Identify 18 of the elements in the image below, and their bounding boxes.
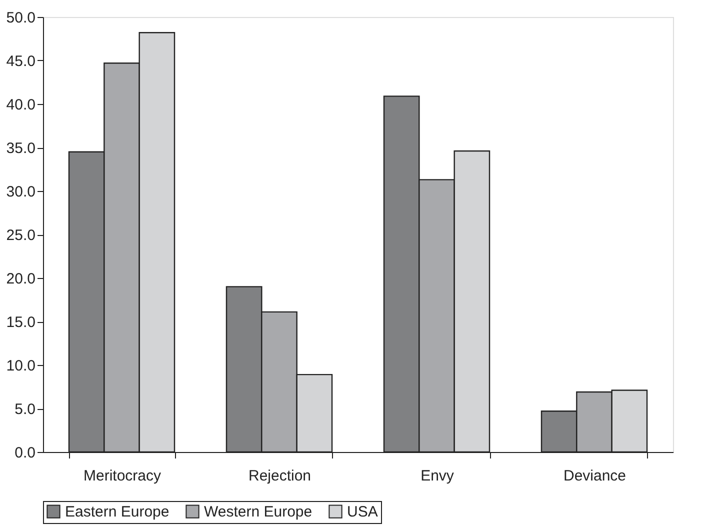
y-tick-label: 50.0 [6, 10, 36, 26]
y-tick-label: 5.0 [14, 401, 36, 418]
y-tick-label: 25.0 [6, 227, 36, 244]
x-tick-label: Deviance [563, 468, 626, 484]
y-tick-label: 10.0 [6, 358, 36, 374]
legend-label: Eastern Europe [65, 504, 170, 521]
y-tick-label: 45.0 [6, 53, 36, 70]
legend-label: Western Europe [204, 504, 312, 521]
x-tick-label: Rejection [248, 468, 312, 484]
y-tick-label: 40.0 [6, 96, 36, 114]
y-tick-label: 15.0 [6, 314, 36, 331]
y-tick-label: 35.0 [6, 140, 36, 157]
legend-label: USA [347, 504, 378, 521]
y-tick-label: 30.0 [6, 184, 36, 200]
y-tick-label: 0.0 [14, 444, 36, 462]
x-tick-label: Meritocracy [83, 468, 162, 484]
y-tick-label: 20.0 [6, 270, 36, 288]
x-tick-label: Envy [420, 468, 454, 484]
